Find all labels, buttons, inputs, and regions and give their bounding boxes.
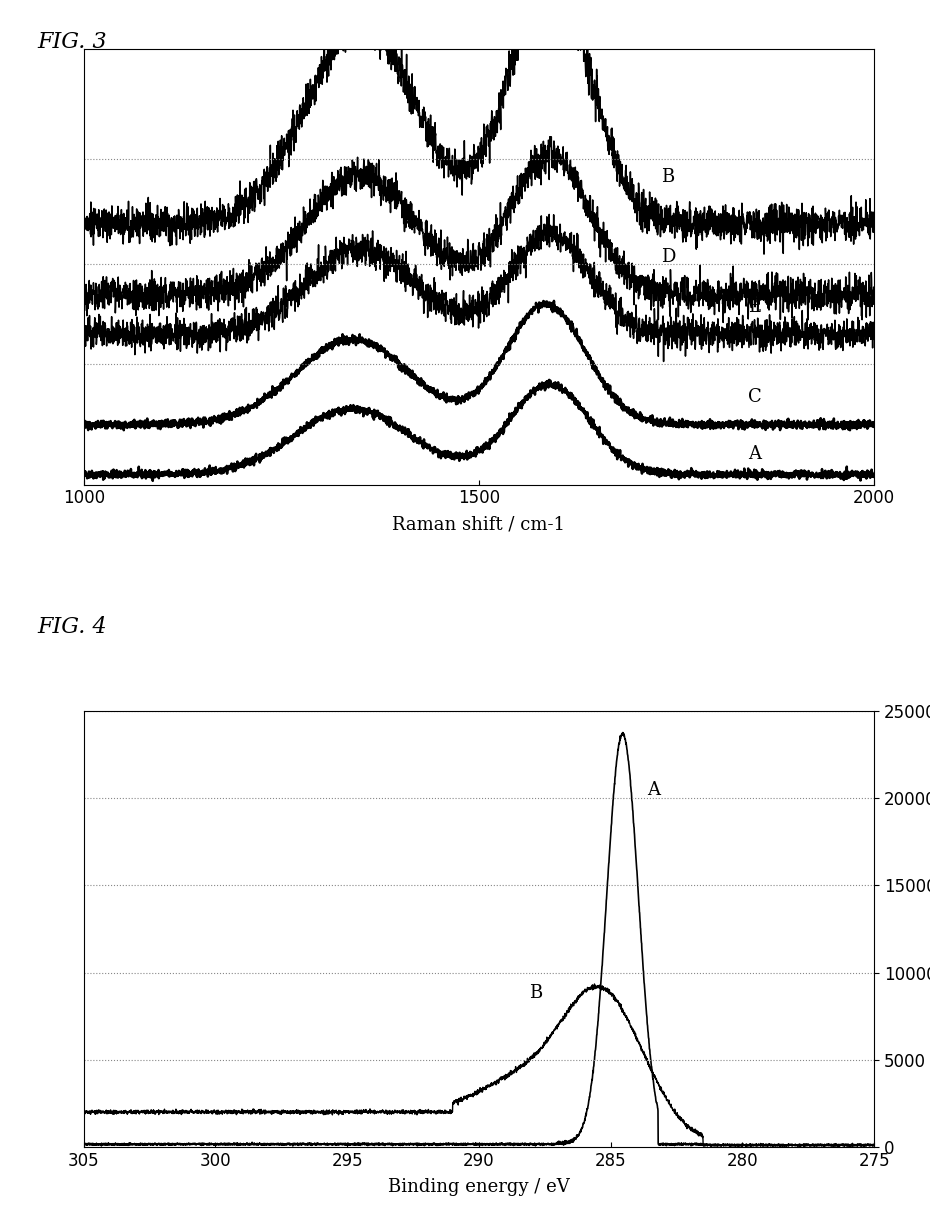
- X-axis label: Raman shift / cm-1: Raman shift / cm-1: [392, 516, 565, 533]
- Text: A: A: [647, 781, 660, 799]
- Text: FIG. 3: FIG. 3: [37, 30, 107, 52]
- Text: A: A: [748, 445, 761, 464]
- Text: E: E: [748, 298, 761, 316]
- Text: D: D: [660, 248, 675, 266]
- Text: C: C: [748, 388, 762, 406]
- X-axis label: Binding energy / eV: Binding energy / eV: [388, 1179, 570, 1196]
- Text: B: B: [660, 167, 674, 185]
- Text: FIG. 4: FIG. 4: [37, 616, 107, 638]
- Text: B: B: [529, 985, 542, 1003]
